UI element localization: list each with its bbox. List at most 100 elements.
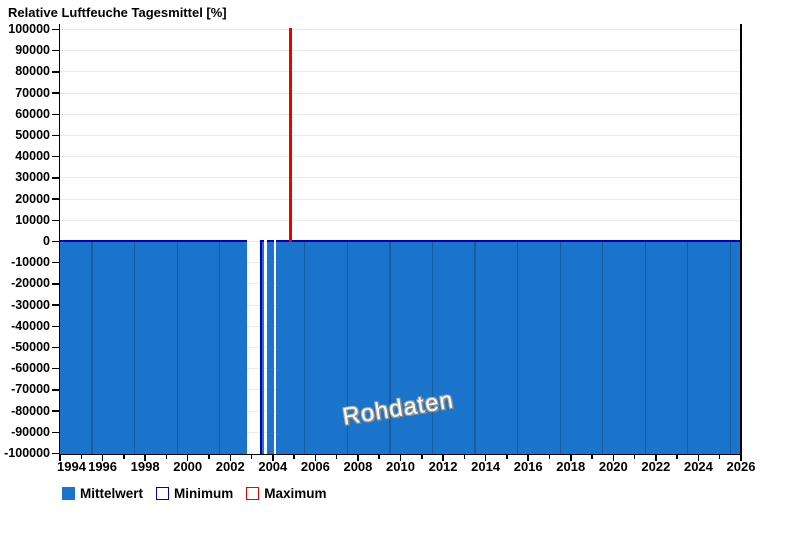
x-tick bbox=[718, 455, 721, 459]
x-tick-label: 2012 bbox=[428, 459, 458, 474]
mittelwert-area-segment bbox=[266, 241, 275, 454]
x-tick bbox=[570, 455, 572, 461]
y-tick bbox=[51, 134, 59, 137]
x-tick bbox=[101, 455, 104, 461]
legend-label: Mittelwert bbox=[80, 486, 144, 501]
x-tick bbox=[59, 455, 61, 461]
mittelwert-area-top-edge bbox=[276, 239, 741, 242]
y-tick-label: -30000 bbox=[11, 297, 50, 312]
y-tick bbox=[51, 92, 59, 94]
y-tick bbox=[51, 28, 59, 31]
gridline bbox=[60, 135, 741, 136]
y-tick bbox=[51, 346, 59, 349]
legend-item-mittelwert: Mittelwert bbox=[62, 486, 143, 501]
gridline bbox=[60, 50, 741, 52]
y-tick-label: -90000 bbox=[11, 424, 50, 439]
y-tick bbox=[51, 240, 59, 243]
x-tick-label: 2010 bbox=[386, 459, 415, 474]
bar-separator bbox=[176, 241, 178, 454]
bar-separator bbox=[304, 241, 306, 454]
x-tick bbox=[144, 455, 146, 461]
x-tick bbox=[740, 455, 742, 461]
x-tick bbox=[272, 455, 274, 461]
x-tick-label: 2000 bbox=[173, 459, 203, 474]
x-tick-label: 2014 bbox=[471, 459, 501, 474]
legend-swatch-minimum bbox=[156, 487, 170, 500]
y-tick bbox=[51, 155, 59, 158]
bar-separator bbox=[517, 241, 519, 454]
x-tick-label: 1998 bbox=[130, 459, 160, 474]
mittelwert-area-segment bbox=[60, 241, 248, 454]
x-tick-label: 2002 bbox=[215, 459, 245, 474]
x-tick-label: 2008 bbox=[343, 459, 373, 474]
x-tick-label: 2004 bbox=[258, 459, 288, 474]
x-tick bbox=[314, 455, 317, 461]
y-tick-label: 90000 bbox=[15, 43, 50, 58]
x-tick bbox=[612, 455, 615, 461]
x-tick bbox=[591, 455, 593, 459]
bar-separator bbox=[346, 241, 348, 454]
x-tick bbox=[506, 455, 508, 459]
legend-label: Maximum bbox=[264, 486, 327, 501]
x-tick-label: 1996 bbox=[88, 459, 118, 474]
x-tick-label: 2006 bbox=[300, 459, 330, 474]
y-tick-label: 20000 bbox=[15, 191, 50, 206]
bar-separator bbox=[389, 241, 391, 454]
gridline bbox=[60, 156, 741, 158]
y-tick-label: -10000 bbox=[11, 255, 50, 270]
y-tick-label: 0 bbox=[43, 234, 50, 248]
gridline bbox=[60, 198, 741, 200]
y-tick bbox=[51, 410, 59, 412]
gridline bbox=[60, 113, 741, 115]
x-tick-label: 2020 bbox=[598, 459, 628, 474]
bar-separator bbox=[729, 241, 732, 454]
y-tick bbox=[51, 71, 59, 73]
y-tick-label: 30000 bbox=[15, 170, 50, 185]
bar-separator bbox=[431, 241, 434, 454]
bar-separator bbox=[559, 241, 561, 454]
x-tick bbox=[123, 455, 125, 459]
y-tick-label: -40000 bbox=[11, 318, 50, 333]
x-tick bbox=[250, 455, 253, 459]
x-tick bbox=[399, 455, 402, 461]
x-tick bbox=[357, 455, 359, 461]
legend-item-minimum: Minimum bbox=[156, 486, 233, 501]
mittelwert-area-top-edge bbox=[60, 239, 248, 242]
y-tick-label: -60000 bbox=[11, 361, 50, 376]
x-tick bbox=[208, 455, 210, 459]
x-tick bbox=[80, 455, 83, 459]
gridline bbox=[60, 219, 741, 221]
x-tick bbox=[484, 455, 487, 461]
y-tick-label: 100000 bbox=[8, 22, 50, 36]
maximum-bar bbox=[288, 28, 292, 242]
y-tick-label: -70000 bbox=[11, 382, 50, 397]
x-tick bbox=[421, 455, 423, 459]
legend-label: Minimum bbox=[174, 486, 234, 501]
x-tick-label: 2018 bbox=[556, 459, 586, 474]
legend-item-maximum: Maximum bbox=[246, 486, 327, 501]
y-tick-label: -80000 bbox=[11, 403, 50, 418]
y-tick-label: -20000 bbox=[11, 276, 50, 291]
plot-right-border bbox=[740, 24, 742, 454]
gridline bbox=[60, 29, 741, 30]
minimum-bar bbox=[259, 239, 263, 454]
y-tick-label: 40000 bbox=[15, 149, 50, 164]
x-tick-label: 2024 bbox=[683, 459, 713, 474]
bar-separator bbox=[219, 241, 221, 454]
bar-separator bbox=[687, 241, 689, 454]
x-tick bbox=[442, 455, 444, 461]
x-tick bbox=[633, 455, 636, 459]
x-tick-label: 1994 bbox=[57, 459, 86, 474]
gridline bbox=[60, 71, 741, 73]
y-tick bbox=[51, 198, 59, 200]
y-tick bbox=[51, 431, 59, 434]
bar-separator bbox=[602, 241, 604, 454]
y-tick-label: -100000 bbox=[4, 446, 50, 460]
gridline bbox=[60, 177, 741, 179]
gridline bbox=[60, 92, 741, 94]
bar-separator bbox=[474, 241, 476, 454]
y-tick bbox=[51, 325, 59, 328]
y-tick bbox=[51, 177, 59, 179]
x-tick bbox=[548, 455, 551, 459]
